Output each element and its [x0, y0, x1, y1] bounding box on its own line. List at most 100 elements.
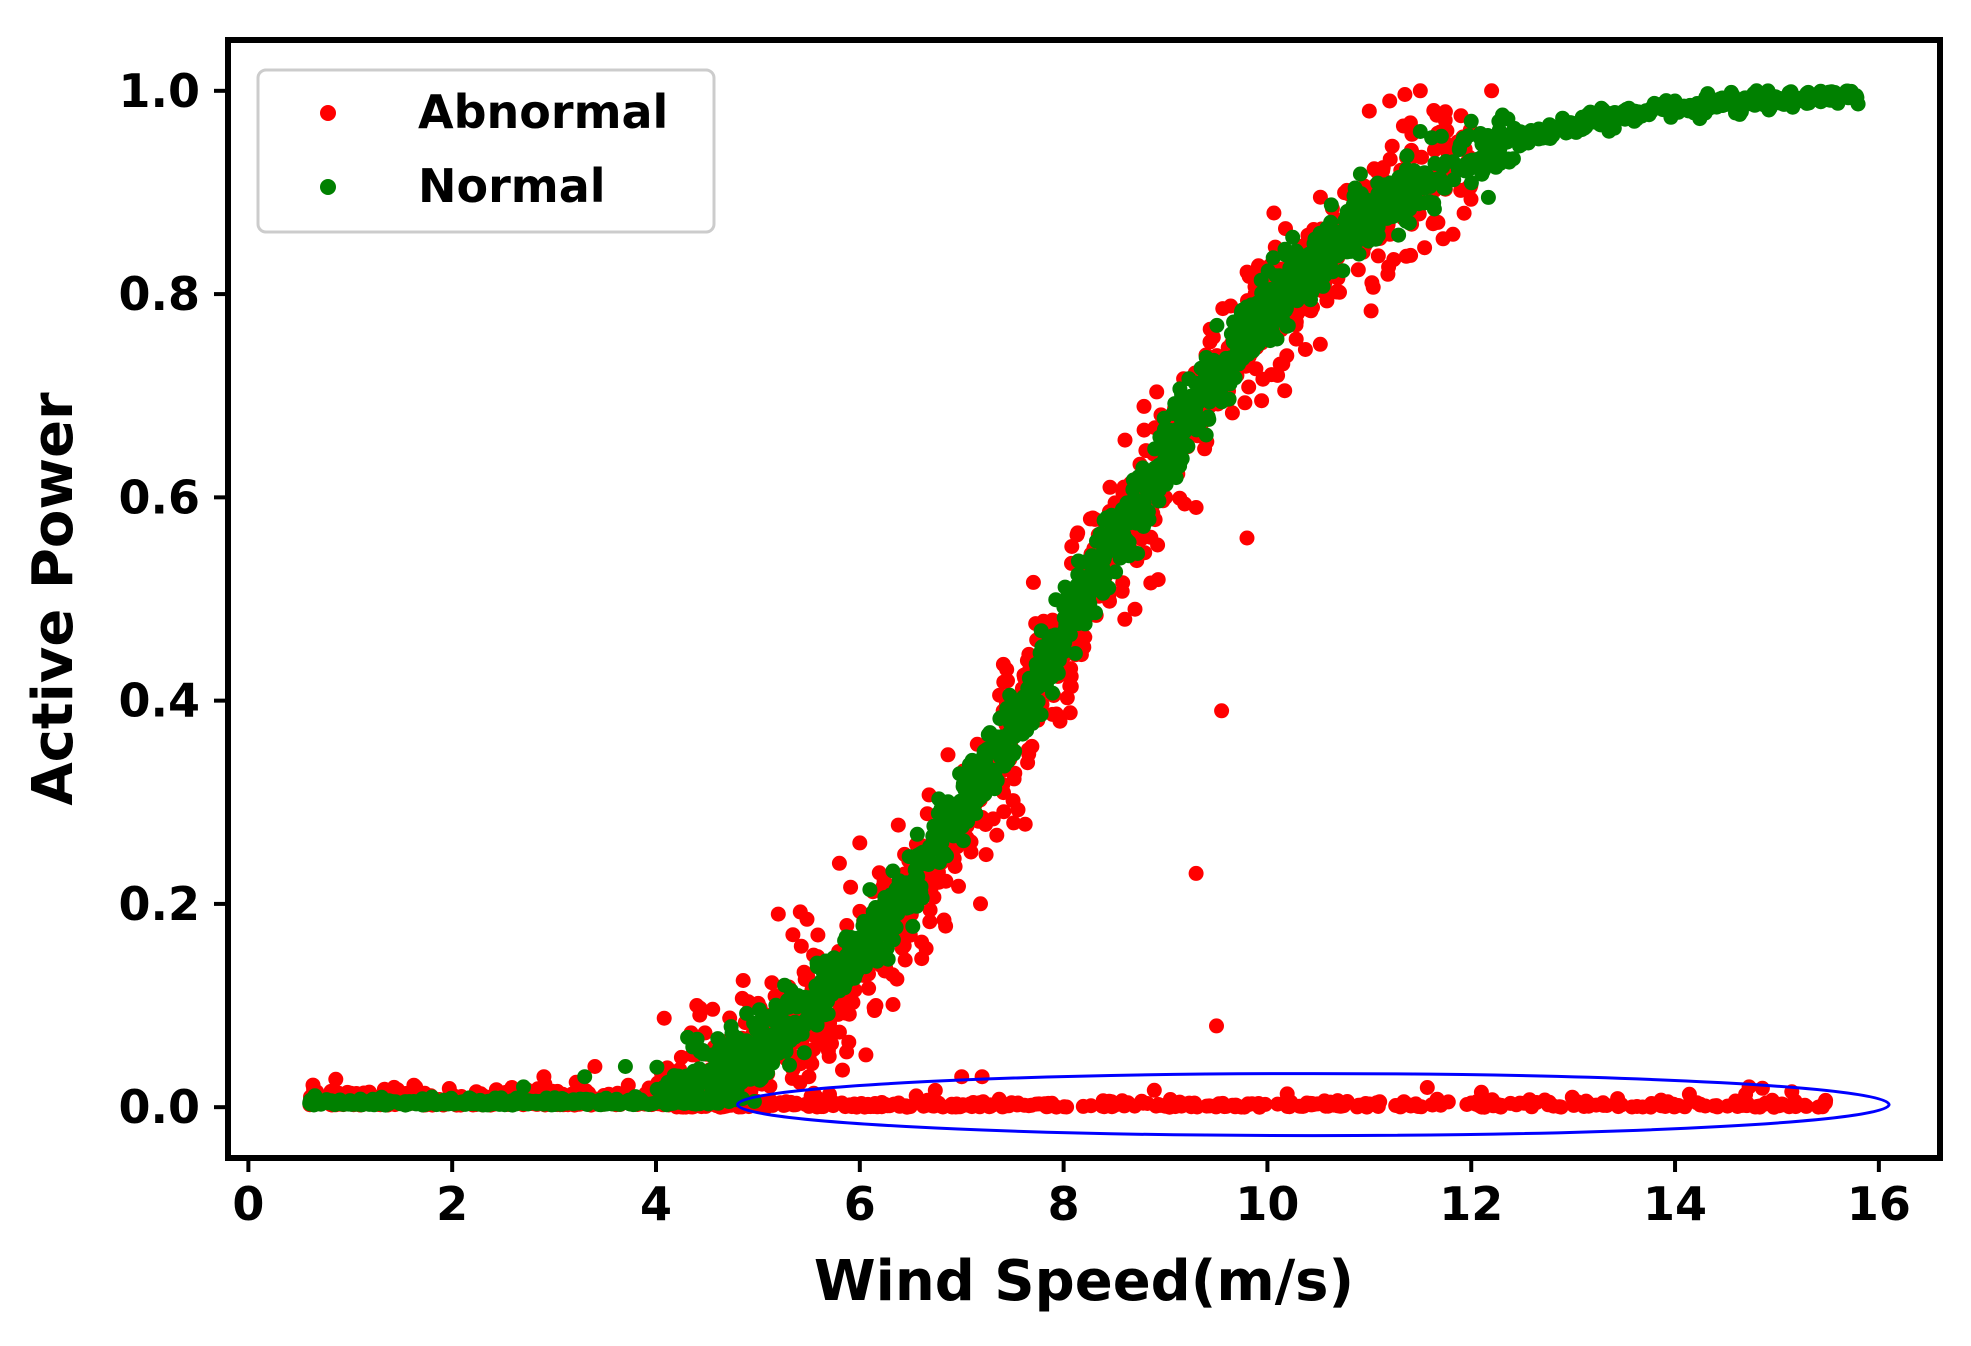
abnormal-point [931, 1096, 947, 1112]
normal-point [756, 1050, 772, 1066]
normal-point [1108, 564, 1124, 580]
abnormal-point [1692, 1097, 1708, 1113]
abnormal-point [1384, 138, 1400, 154]
abnormal-point [587, 1059, 603, 1074]
abnormal-point [1484, 83, 1500, 99]
abnormal-point [1361, 103, 1377, 119]
normal-point [649, 1081, 665, 1097]
abnormal-point [620, 1077, 636, 1093]
normal-point [1234, 302, 1250, 318]
abnormal-point [1000, 673, 1015, 689]
normal-point [1269, 287, 1285, 303]
abnormal-point [1394, 1098, 1410, 1114]
normal-point [1029, 667, 1045, 683]
normal-point [1145, 486, 1161, 502]
normal-point [422, 1095, 438, 1111]
normal-point [715, 1050, 731, 1066]
abnormal-point [1350, 262, 1366, 278]
normal-point [1393, 190, 1409, 206]
normal-point [1626, 113, 1642, 129]
abnormal-point [861, 980, 877, 996]
normal-point [1210, 391, 1226, 407]
normal-point [617, 1059, 633, 1074]
normal-point [1761, 102, 1777, 118]
normal-point [1291, 262, 1307, 278]
y-axis-label: Active Power [21, 392, 86, 806]
abnormal-point [1581, 1098, 1597, 1114]
abnormal-point [1730, 1095, 1746, 1111]
normal-point [1359, 194, 1375, 210]
normal-point [941, 808, 957, 823]
abnormal-point [996, 804, 1012, 820]
abnormal-point [1252, 1097, 1268, 1113]
x-tick-label: 14 [1643, 1177, 1707, 1231]
normal-point [808, 978, 824, 994]
normal-point [1250, 300, 1266, 316]
normal-point [1007, 697, 1023, 713]
abnormal-point [1752, 1098, 1768, 1114]
normal-point [1174, 451, 1190, 467]
normal-point [1088, 605, 1103, 621]
normal-point [886, 920, 902, 936]
normal-point [1136, 496, 1152, 512]
normal-point [366, 1097, 382, 1113]
normal-point [1128, 515, 1144, 531]
abnormal-point [831, 1024, 847, 1040]
abnormal-point [1209, 1018, 1224, 1034]
abnormal-point [858, 1047, 874, 1063]
normal-point [1335, 263, 1351, 279]
abnormal-point [1211, 1096, 1227, 1112]
abnormal-point [1102, 479, 1118, 495]
plot-frame [225, 37, 1943, 1161]
abnormal-point [1426, 214, 1442, 230]
normal-point [982, 725, 998, 741]
normal-point [1095, 560, 1111, 576]
abnormal-point [1083, 1098, 1099, 1114]
normal-point [751, 1025, 767, 1041]
x-tick-label: 2 [436, 1177, 468, 1231]
annotation-layer [736, 1072, 1891, 1138]
abnormal-point [1266, 205, 1282, 221]
abnormal-point [1150, 572, 1166, 588]
normal-point [1265, 250, 1281, 266]
abnormal-point [1277, 383, 1293, 399]
normal-point [692, 1044, 708, 1060]
abnormal-point [1503, 1095, 1518, 1111]
abnormal-point [1254, 393, 1270, 409]
y-tick-label: 0.2 [119, 877, 201, 931]
abnormal-point [839, 918, 855, 933]
normal-point [909, 826, 925, 842]
legend-label-abnormal: Abnormal [418, 85, 668, 139]
abnormal-point [705, 1001, 721, 1017]
abnormal-point [845, 994, 861, 1010]
abnormal-point [1413, 1099, 1429, 1115]
abnormal-point [978, 847, 994, 863]
normal-point [578, 1093, 594, 1109]
normal-point [1019, 695, 1034, 711]
normal-point [1491, 113, 1507, 129]
abnormal-point [1114, 1093, 1130, 1109]
normal-point [1235, 351, 1251, 367]
abnormal-point [1370, 248, 1386, 264]
normal-point [678, 1087, 694, 1103]
normal-point [670, 1077, 686, 1093]
abnormal-point [1082, 511, 1098, 527]
abnormal-point [1020, 742, 1036, 758]
normal-point [782, 1057, 797, 1073]
abnormal-point [1754, 1080, 1770, 1096]
normal-point [724, 1025, 740, 1041]
normal-point [796, 1045, 812, 1061]
normal-point [820, 1006, 836, 1022]
normal-point [955, 833, 971, 849]
abnormal-point [962, 1096, 978, 1112]
abnormal-point [1214, 703, 1230, 719]
normal-point [306, 1097, 322, 1113]
normal-point [1064, 598, 1080, 614]
normal-point [1366, 215, 1382, 231]
abnormal-point [1188, 500, 1204, 515]
abnormal-point [1437, 104, 1453, 120]
normal-point [1070, 553, 1086, 569]
abnormal-point [689, 998, 705, 1013]
abnormal-point [922, 902, 938, 918]
normal-point [1259, 321, 1275, 337]
